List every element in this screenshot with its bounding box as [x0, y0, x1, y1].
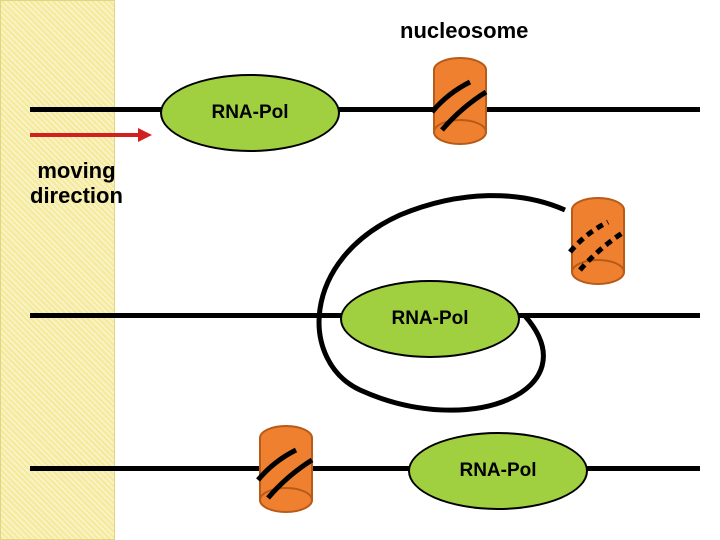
nucleosome-label: nucleosome: [400, 18, 528, 44]
rna-pol-2-label: RNA-Pol: [391, 308, 468, 330]
rna-pol-1: RNA-Pol: [160, 74, 340, 152]
rna-pol-2: RNA-Pol: [340, 280, 520, 358]
rna-pol-3: RNA-Pol: [408, 432, 588, 510]
nucleosome-1: [430, 56, 490, 152]
dna-strand-1: [30, 107, 700, 112]
rna-pol-1-label: RNA-Pol: [211, 102, 288, 124]
nucleosome-2: [568, 196, 628, 292]
moving-direction-label: moving direction: [30, 158, 123, 209]
sidebar-pattern: [0, 0, 115, 540]
direction-arrow-line: [30, 133, 140, 137]
direction-arrow-head: [138, 128, 152, 142]
rna-pol-3-label: RNA-Pol: [459, 460, 536, 482]
moving-direction-text-1: moving direction: [30, 158, 123, 208]
dna-strand-3: [30, 466, 700, 471]
nucleosome-3: [256, 424, 316, 520]
